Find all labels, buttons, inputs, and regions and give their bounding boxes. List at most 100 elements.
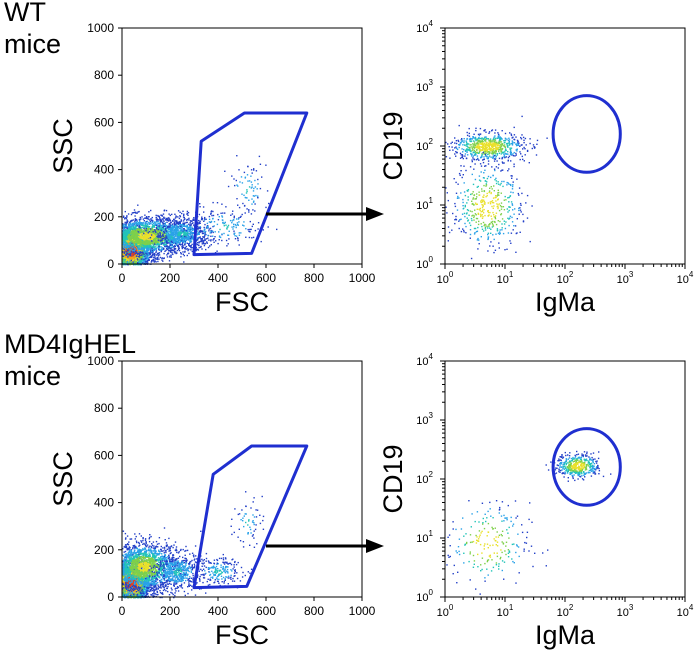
data-point	[177, 245, 179, 247]
data-point	[151, 256, 153, 258]
data-point	[157, 229, 159, 232]
data-point	[196, 242, 199, 244]
data-point	[178, 223, 180, 225]
data-point	[143, 259, 146, 261]
data-point	[138, 259, 140, 261]
data-point	[135, 230, 138, 232]
data-point	[153, 254, 156, 257]
data-point	[151, 227, 153, 230]
data-point	[158, 249, 161, 251]
data-point	[200, 240, 203, 242]
data-point	[215, 240, 217, 242]
data-point	[196, 224, 199, 226]
data-point	[172, 227, 174, 229]
data-point	[141, 238, 143, 240]
data-point	[126, 237, 129, 239]
data-point	[137, 240, 139, 242]
data-point	[161, 230, 163, 232]
data-point	[166, 237, 168, 239]
data-point	[231, 220, 234, 222]
data-point	[167, 219, 170, 221]
data-point	[157, 242, 159, 245]
data-point	[161, 237, 163, 239]
data-point	[162, 248, 165, 250]
data-point	[165, 225, 167, 227]
data-point	[172, 232, 175, 234]
data-point	[210, 210, 213, 212]
data-point	[151, 226, 153, 228]
data-point	[135, 262, 137, 264]
data-point	[192, 235, 194, 237]
data-point	[157, 227, 159, 229]
data-point	[180, 236, 182, 238]
data-point	[252, 236, 255, 239]
data-point	[145, 250, 147, 253]
data-point	[148, 230, 151, 233]
data-point	[128, 234, 131, 236]
data-point	[189, 228, 192, 230]
data-point	[143, 253, 145, 255]
data-point	[165, 233, 168, 235]
data-point	[135, 251, 138, 253]
data-point	[224, 221, 226, 224]
data-point	[142, 243, 145, 245]
data-point	[210, 221, 212, 223]
data-point	[179, 222, 181, 224]
data-point	[146, 217, 149, 219]
data-point	[162, 240, 164, 242]
data-point	[131, 224, 133, 227]
data-point	[184, 240, 186, 242]
data-point	[157, 228, 159, 230]
data-point	[161, 248, 164, 251]
data-point	[130, 224, 133, 226]
data-point	[257, 222, 260, 224]
data-point	[157, 215, 160, 218]
data-point	[145, 242, 148, 244]
data-point	[167, 233, 170, 235]
data-point	[137, 253, 139, 255]
data-point	[225, 224, 227, 226]
data-point	[146, 240, 148, 243]
data-point	[141, 236, 143, 238]
data-point	[132, 224, 134, 226]
data-point	[178, 221, 180, 223]
data-point	[141, 240, 143, 243]
data-point	[173, 237, 176, 240]
data-point	[249, 231, 251, 233]
data-point	[140, 227, 142, 229]
data-point	[143, 239, 145, 242]
data-point	[167, 225, 170, 228]
data-point	[161, 238, 163, 240]
data-point	[150, 219, 153, 221]
data-point	[181, 243, 183, 245]
data-point	[171, 229, 174, 231]
data-point	[192, 232, 194, 234]
data-point	[126, 243, 129, 245]
data-point	[147, 228, 149, 230]
data-point	[188, 229, 190, 231]
data-point	[126, 219, 128, 221]
data-point	[186, 224, 188, 227]
data-point	[139, 230, 141, 232]
data-point	[250, 213, 253, 215]
data-point	[188, 226, 191, 228]
data-point	[160, 238, 162, 240]
data-point	[146, 256, 148, 258]
data-point	[159, 225, 162, 227]
data-point	[208, 239, 210, 241]
data-point	[157, 257, 159, 259]
data-point	[126, 238, 128, 240]
data-point	[130, 256, 132, 259]
data-point	[180, 253, 182, 255]
data-point	[132, 254, 134, 256]
data-point	[173, 224, 176, 226]
data-point	[128, 226, 130, 228]
data-point	[123, 257, 125, 259]
data-point	[155, 250, 158, 252]
data-point	[129, 262, 131, 264]
data-point	[201, 216, 203, 218]
data-point	[208, 221, 211, 223]
data-point	[145, 220, 147, 223]
data-point	[185, 229, 187, 232]
data-point	[156, 234, 159, 236]
